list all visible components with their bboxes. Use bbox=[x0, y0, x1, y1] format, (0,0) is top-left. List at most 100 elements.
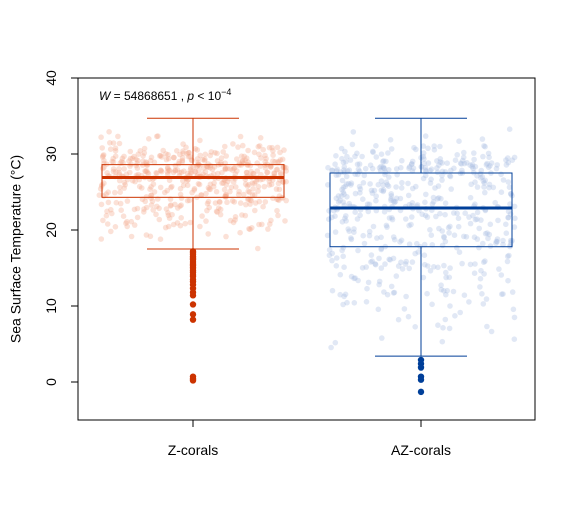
jitter-point bbox=[96, 192, 103, 198]
jitter-point bbox=[104, 221, 111, 227]
y-tick-label: 10 bbox=[43, 298, 59, 314]
jitter-point bbox=[386, 174, 392, 180]
jitter-point bbox=[378, 246, 385, 253]
jitter-point bbox=[326, 216, 332, 222]
jitter-point bbox=[250, 170, 256, 177]
jitter-point bbox=[165, 212, 172, 219]
jitter-point bbox=[371, 187, 378, 194]
jitter-point bbox=[424, 214, 431, 220]
jitter-point bbox=[345, 180, 352, 187]
jitter-point bbox=[164, 187, 170, 194]
jitter-point bbox=[217, 199, 223, 205]
jitter-point bbox=[428, 166, 435, 172]
jitter-point bbox=[121, 185, 127, 191]
jitter-point bbox=[487, 243, 494, 249]
jitter-point bbox=[172, 167, 179, 173]
jitter-point bbox=[252, 207, 258, 214]
jitter-point bbox=[405, 313, 412, 320]
jitter-point bbox=[352, 275, 358, 281]
jitter-point bbox=[370, 149, 376, 156]
jitter-point bbox=[223, 153, 229, 159]
jitter-point bbox=[268, 164, 274, 170]
jitter-point bbox=[447, 173, 454, 180]
jitter-point bbox=[255, 188, 261, 194]
jitter-point bbox=[477, 284, 483, 290]
jitter-point bbox=[478, 175, 484, 181]
jitter-point bbox=[333, 153, 339, 159]
jitter-point bbox=[342, 183, 349, 190]
jitter-point bbox=[280, 164, 286, 171]
jitter-point bbox=[256, 151, 262, 158]
jitter-point bbox=[248, 168, 254, 175]
y-axis: 0 10 20 30 40 bbox=[43, 70, 79, 386]
jitter-point bbox=[110, 155, 116, 162]
jitter-point bbox=[373, 193, 380, 199]
jitter-point bbox=[378, 178, 385, 184]
jitter-point bbox=[232, 214, 239, 220]
jitter-point bbox=[369, 190, 376, 196]
jitter-point bbox=[434, 165, 440, 171]
jitter-point bbox=[256, 198, 263, 205]
jitter-point bbox=[486, 231, 493, 238]
jitter-point bbox=[451, 232, 458, 238]
jitter-point bbox=[341, 167, 347, 173]
jitter-point bbox=[508, 237, 514, 244]
jitter-point bbox=[275, 196, 281, 203]
jitter-point bbox=[147, 157, 154, 164]
jitter-point bbox=[279, 156, 286, 163]
jitter-point bbox=[422, 212, 429, 219]
y-tick-label: 0 bbox=[43, 378, 59, 386]
jitter-point bbox=[441, 262, 447, 269]
jitter-point bbox=[332, 229, 339, 235]
jitter-point bbox=[434, 169, 441, 176]
outlier-point bbox=[417, 364, 425, 371]
jitter-point bbox=[446, 274, 453, 281]
jitter-point bbox=[99, 154, 106, 160]
jitter-point bbox=[486, 154, 492, 161]
jitter-point bbox=[511, 154, 518, 161]
jitter-point bbox=[127, 148, 134, 155]
jitter-point bbox=[421, 252, 428, 258]
jitter-point bbox=[266, 182, 273, 188]
jitter-point bbox=[354, 216, 361, 222]
jitter-point bbox=[222, 143, 228, 150]
jitter-point bbox=[272, 158, 278, 165]
jitter-point bbox=[507, 191, 514, 197]
jitter-point bbox=[199, 213, 205, 219]
jitter-point bbox=[398, 237, 405, 244]
jitter-point bbox=[403, 293, 409, 300]
jitter-point bbox=[277, 171, 284, 177]
jitter-point bbox=[447, 303, 453, 309]
jitter-point bbox=[206, 204, 212, 211]
jitter-point bbox=[174, 167, 181, 173]
jitter-point bbox=[281, 147, 287, 153]
jitter-point bbox=[399, 157, 405, 164]
jitter-point bbox=[401, 306, 408, 312]
jitter-point bbox=[238, 153, 245, 159]
jitter-point bbox=[172, 168, 178, 174]
jitter-point bbox=[355, 166, 362, 173]
jitter-point bbox=[366, 228, 373, 235]
jitter-point bbox=[387, 257, 394, 263]
x-axis: Z-corals AZ-corals bbox=[168, 419, 451, 458]
jitter-point bbox=[485, 150, 492, 157]
jitter-point bbox=[354, 161, 361, 168]
jitter-point bbox=[338, 145, 345, 152]
jitter-point bbox=[351, 300, 358, 306]
jitter-point bbox=[372, 261, 379, 268]
jitter-point bbox=[121, 153, 127, 160]
jitter-point bbox=[343, 159, 349, 165]
jitter-point bbox=[408, 161, 415, 167]
jitter-point bbox=[380, 164, 387, 170]
jitter-point bbox=[405, 180, 411, 187]
jitter-point bbox=[248, 197, 255, 204]
jitter-point bbox=[337, 169, 344, 175]
y-axis-title: Sea Surface Temperature (°C) bbox=[8, 155, 24, 343]
jitter-point bbox=[500, 237, 506, 244]
jitter-point bbox=[207, 186, 213, 193]
jitter-point bbox=[159, 154, 165, 160]
jitter-point bbox=[256, 143, 263, 149]
jitter-point bbox=[121, 166, 127, 172]
jitter-point bbox=[348, 273, 355, 280]
jitter-point bbox=[482, 143, 488, 150]
